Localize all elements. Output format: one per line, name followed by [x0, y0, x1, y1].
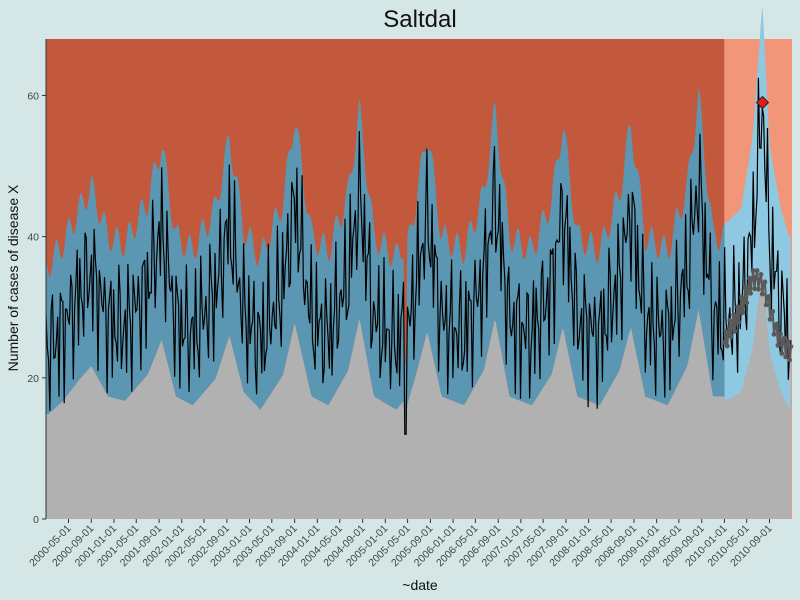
expected-point: [766, 294, 772, 299]
prediction-lower-band: [724, 270, 791, 519]
expected-point: [778, 331, 783, 337]
expected-point: [782, 335, 787, 341]
y-tick-label: 0: [33, 514, 39, 526]
expected-point: [753, 275, 759, 280]
x-axis: 2000-05-012000-09-012001-01-012001-05-01…: [27, 519, 775, 569]
expected-point: [756, 286, 761, 292]
y-tick-label: 60: [27, 90, 39, 102]
expected-point: [749, 276, 755, 282]
expected-point: [727, 318, 733, 323]
expected-point: [750, 268, 756, 273]
expected-point: [775, 343, 781, 348]
expected-point: [758, 272, 764, 277]
expected-point: [741, 296, 747, 302]
expected-point: [787, 357, 792, 363]
expected-point: [785, 339, 791, 344]
expected-point: [731, 312, 737, 318]
expected-point: [740, 310, 746, 315]
expected-point: [763, 302, 769, 308]
x-axis-title: ~date: [402, 577, 438, 593]
expected-point: [780, 339, 786, 345]
expected-point: [728, 334, 734, 339]
expected-point: [783, 354, 789, 360]
alarm-marker: [755, 95, 770, 110]
expected-point: [752, 286, 757, 292]
expected-point: [757, 277, 763, 282]
expected-point: [774, 321, 779, 327]
y-axis-title: Number of cases of disease X: [5, 184, 21, 371]
expected-point: [726, 330, 731, 336]
expected-point: [779, 351, 785, 356]
expected-point: [767, 317, 773, 322]
expected-point: [732, 328, 738, 334]
expected-point: [745, 286, 751, 292]
observed-series-line: [45, 77, 792, 435]
expected-point: [722, 340, 727, 345]
plot-area: [45, 6, 794, 519]
expected-point: [737, 306, 743, 312]
expected-point: [771, 331, 777, 337]
expected-point: [762, 279, 768, 285]
lower-band: [46, 262, 791, 519]
y-tick-label: 40: [27, 232, 39, 244]
expected-point: [736, 319, 742, 325]
chart-title: Saltdal: [383, 6, 456, 33]
expected-point: [748, 290, 753, 296]
expected-point: [744, 300, 750, 306]
expected-point: [754, 268, 760, 274]
expected-point: [759, 291, 765, 297]
expected-point: [770, 309, 776, 314]
y-tick-label: 20: [27, 373, 39, 385]
expected-point: [733, 316, 739, 321]
expected-point: [788, 344, 794, 349]
expected-point: [724, 343, 730, 349]
expected-point: [730, 322, 735, 328]
y-axis: 0 20 40 60: [27, 90, 46, 526]
